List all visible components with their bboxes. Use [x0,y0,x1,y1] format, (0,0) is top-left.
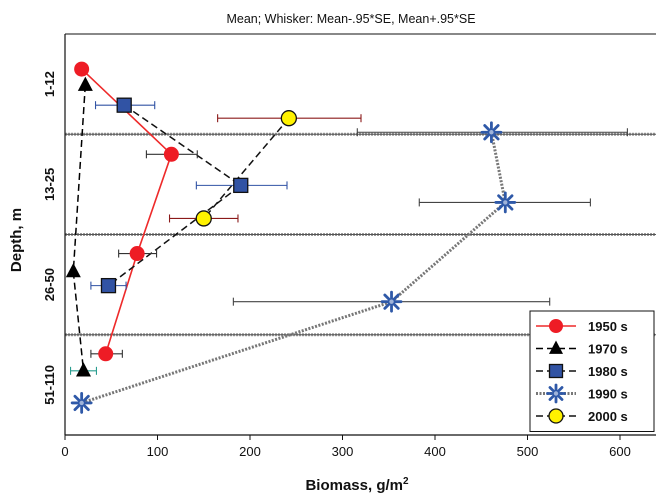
x-tick-label: 400 [424,444,446,459]
legend-entry-label: 1950 s [588,319,628,334]
x-axis-label-text: Biomass, g/m [305,477,403,494]
legend-entry-label: 1990 s [588,387,628,402]
data-point-marker [76,362,91,377]
data-point-marker [480,121,503,144]
x-tick-label: 300 [332,444,354,459]
data-point-marker [195,210,212,227]
data-point-marker [100,277,117,294]
y-category-label: 51-110 [42,365,57,405]
x-axis-label-superscript: 2 [403,476,409,487]
data-point-marker [70,392,93,414]
x-tick-label: 100 [147,444,169,459]
y-axis: 1-12 13-25 26-50 51-110 [42,71,57,405]
x-tick-label: 0 [61,444,68,459]
data-point-marker [98,346,114,362]
legend-marker [549,340,563,354]
series-line [81,131,507,405]
data-point-marker [77,76,93,91]
legend-marker [548,363,564,379]
star-center [389,299,394,304]
x-axis-label: Biomass, g/m2 [305,476,409,494]
data-point-marker [280,110,298,127]
data-point-marker [74,61,90,77]
data-point-marker [65,263,81,278]
data-markers [65,61,517,414]
y-category-label: 26-50 [42,268,57,301]
data-point-marker [163,146,179,162]
legend-marker [546,383,566,404]
x-tick-label: 600 [609,444,631,459]
legend: 1950 s 1970 s 1980 s 1990 s 2000 s [529,310,655,432]
star-center [553,391,559,396]
legend-marker [548,408,564,424]
star-center [79,400,84,406]
legend-marker [549,319,563,333]
chart-title: Mean; Whisker: Mean-.95*SE, Mean+.95*SE [226,12,475,26]
legend-entry-label: 2000 s [588,409,628,424]
x-axis: 0 100 200 300 400 500 600 [61,435,631,459]
y-category-label: 13-25 [42,168,57,201]
series-line [72,85,87,371]
y-axis-label: Depth, m [8,208,25,272]
depth-separators [65,132,656,337]
legend-entry-label: 1970 s [588,342,628,357]
data-point-marker [233,177,249,194]
data-point-marker [380,290,403,313]
star-center [503,200,508,205]
legend-entry-label: 1980 s [588,364,628,379]
x-tick-label: 200 [239,444,261,459]
x-tick-label: 500 [517,444,539,459]
data-point-marker [129,246,145,262]
y-category-label: 1-12 [42,71,57,97]
data-point-marker [494,191,517,214]
plot-frame [64,33,656,436]
data-point-marker [116,97,132,113]
star-center [489,130,494,135]
series-line [108,104,243,287]
